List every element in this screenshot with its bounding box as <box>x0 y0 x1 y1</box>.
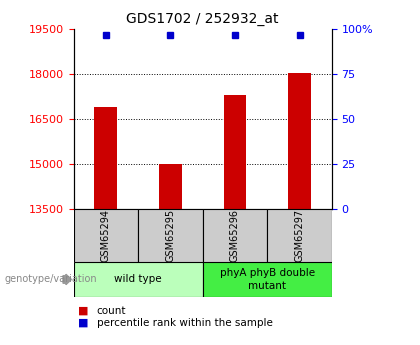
Bar <box>74 262 203 297</box>
Text: wild type: wild type <box>114 275 162 284</box>
Text: GSM65294: GSM65294 <box>101 209 111 262</box>
Text: ■: ■ <box>78 318 88 327</box>
Bar <box>94 107 117 209</box>
Title: GDS1702 / 252932_at: GDS1702 / 252932_at <box>126 11 279 26</box>
Text: count: count <box>97 306 126 315</box>
Text: genotype/variation: genotype/variation <box>4 275 97 284</box>
Text: phyA phyB double
mutant: phyA phyB double mutant <box>220 268 315 290</box>
Text: GSM65295: GSM65295 <box>165 209 176 262</box>
Bar <box>267 209 332 262</box>
Text: GSM65297: GSM65297 <box>294 209 304 262</box>
Bar <box>223 95 246 209</box>
Bar <box>74 209 138 262</box>
FancyArrow shape <box>63 274 71 285</box>
Text: ■: ■ <box>78 306 88 315</box>
Text: GSM65296: GSM65296 <box>230 209 240 262</box>
Text: percentile rank within the sample: percentile rank within the sample <box>97 318 273 327</box>
Bar <box>159 164 182 209</box>
Bar <box>138 209 202 262</box>
Bar <box>288 73 311 209</box>
Bar <box>203 262 332 297</box>
Bar <box>203 209 267 262</box>
